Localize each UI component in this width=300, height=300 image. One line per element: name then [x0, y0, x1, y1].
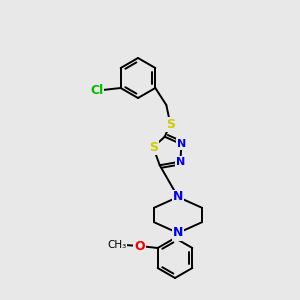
Text: O: O — [134, 239, 145, 253]
Text: S: S — [149, 141, 158, 154]
Text: Cl: Cl — [90, 83, 103, 97]
Text: CH₃: CH₃ — [107, 240, 126, 250]
Text: N: N — [173, 226, 183, 239]
Text: S: S — [166, 118, 175, 130]
Text: N: N — [173, 190, 183, 203]
Text: N: N — [176, 157, 185, 166]
Text: N: N — [177, 139, 186, 149]
